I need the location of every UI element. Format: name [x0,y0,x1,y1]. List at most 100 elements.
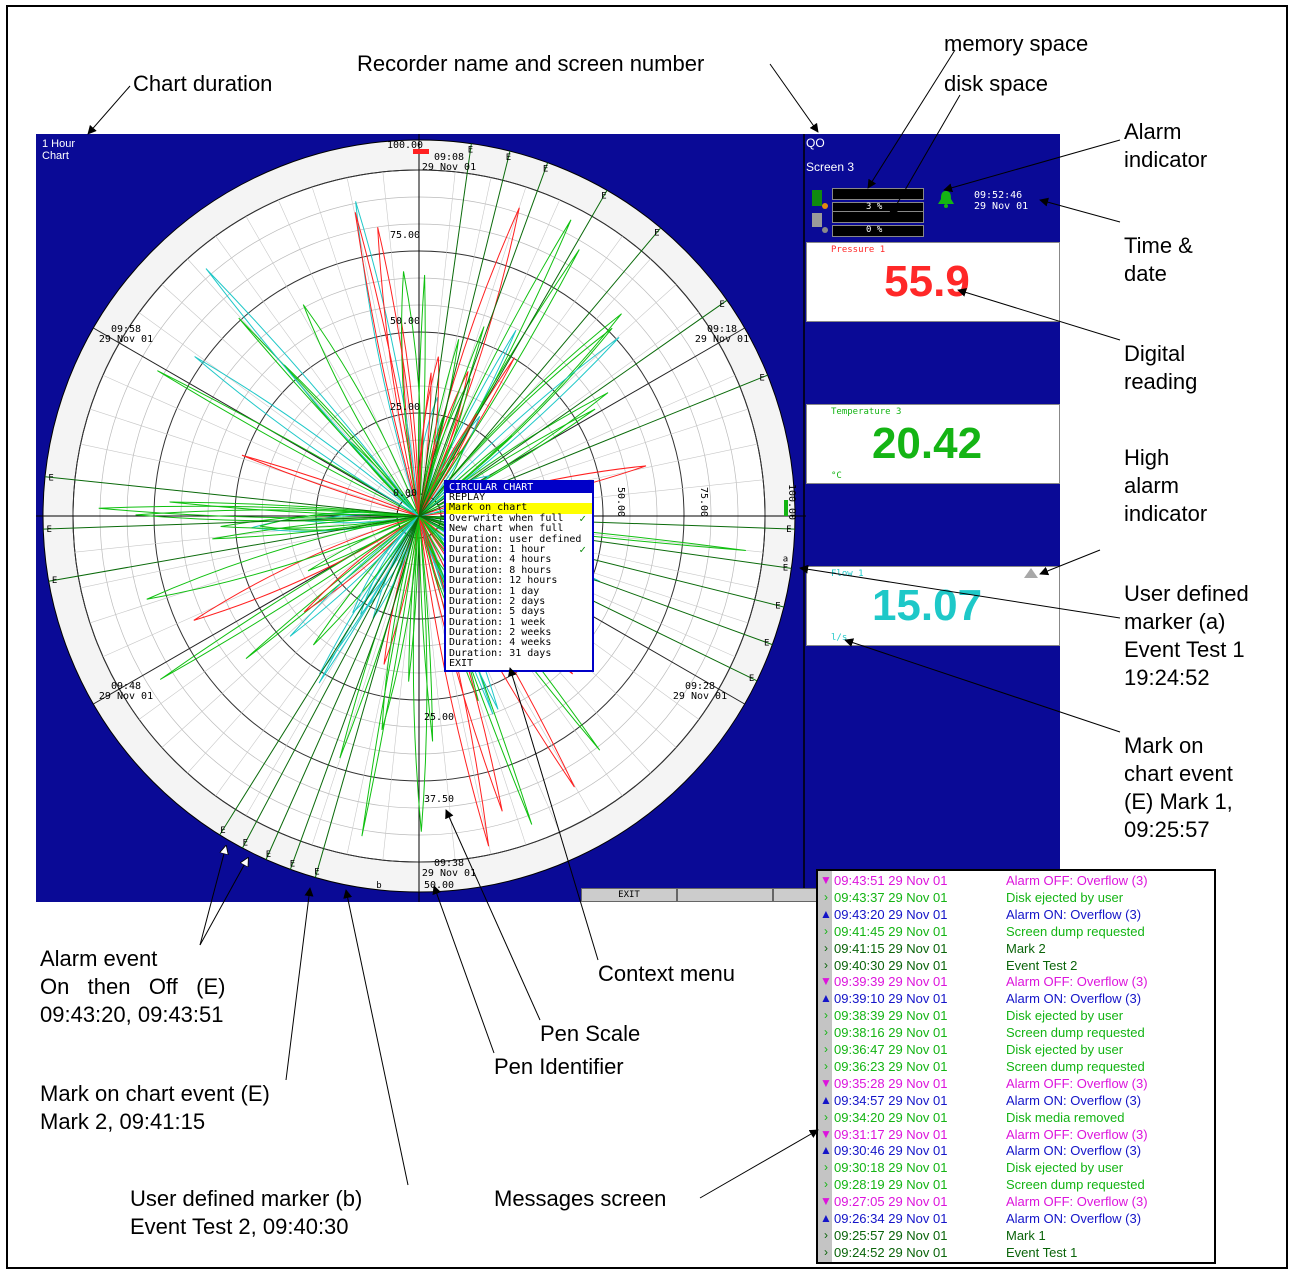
chart-radial [187,532,405,774]
callout-messages-screen: Messages screen [494,1186,667,1211]
message-text: Alarm OFF: Overflow (3) [1006,1126,1148,1142]
context-menu-item[interactable]: Duration: 8 hours [446,565,592,576]
digital-value: 20.42 [871,419,983,468]
chart-radial [421,537,456,861]
chart-radial [436,312,700,504]
chart-radial [433,258,651,500]
message-text: Alarm OFF: Overflow (3) [1006,1194,1148,1210]
message-time: 09:25:57 29 Nov 01 [834,1227,948,1243]
pen-trace [307,515,420,572]
message-icon: › [824,1227,828,1242]
screen-number: Screen 3 [806,160,855,174]
context-menu-item[interactable]: Duration: 1 hour ✓ [446,542,592,556]
menu-item-label: EXIT [449,658,474,670]
pen-trace [418,356,440,517]
pen-trace [377,227,420,517]
event-line [418,162,549,517]
event-marker: E [47,525,52,535]
context-menu-item[interactable]: Duration: 1 day [446,586,592,597]
chart-radial [138,528,402,720]
message-text: Alarm OFF: Overflow (3) [1006,974,1148,990]
message-time: 09:43:37 29 Nov 01 [834,889,948,905]
context-menu-item[interactable]: New chart when full [446,523,592,534]
pen-trace [352,515,420,614]
message-icon: › [824,1109,828,1124]
event-line [265,515,420,860]
date-label: 29 Nov 01 [99,334,153,345]
alarm-off-icon: ▼ [820,1194,832,1209]
menu-item-label: Overwrite when full [449,512,564,524]
menu-item-label: Duration: 12 hours [449,575,558,587]
event-line [418,151,511,517]
digital-unit: °C [831,471,842,481]
softkey-blank[interactable] [677,888,773,902]
chart-radial [161,284,403,502]
pen-trace [381,515,420,731]
event-marker: E [314,868,319,878]
chart-radial [382,171,417,495]
context-menu-item[interactable]: Mark on chart [446,503,592,514]
message-icon: › [824,1042,828,1056]
context-menu-item[interactable]: Duration: 31 days [446,648,592,659]
context-menu-item[interactable]: Overwrite when full ✓ [446,512,592,524]
event-marker: E [290,860,295,870]
event-marker: E [759,373,764,383]
message-icon: › [824,889,828,904]
user-marker-b: b [376,881,381,891]
message-time: 09:31:17 29 Nov 01 [834,1126,948,1142]
bell-icon[interactable] [936,190,956,208]
message-text: Screen dump requested [1006,1058,1145,1074]
message-time: 09:26:34 29 Nov 01 [834,1211,948,1226]
callout-user-marker-a: User defined marker (a) Event Test 1 19:24:… [1124,581,1249,690]
context-menu-item[interactable]: Duration: 4 weeks [446,638,592,648]
context-menu-item[interactable]: Duration: 2 weeks [446,627,592,638]
time-label: 09:58 [111,324,141,335]
context-menu-item[interactable]: EXIT [446,659,592,669]
message-time: 09:30:46 29 Nov 01 [834,1143,948,1159]
message-time: 09:27:05 29 Nov 01 [834,1194,948,1210]
messages-screen[interactable]: ▼ 09:43:51 29 Nov 01 Alarm OFF: Overflow (… [816,869,1216,1264]
scale-label: 75.00 [698,487,709,517]
scale-label: 50.00 [424,880,454,891]
exit-softkey[interactable]: EXIT [581,888,677,902]
event-marker: E [468,146,473,156]
context-menu[interactable]: CIRCULAR CHART REPLAY Mark on chart Overwr… [444,480,594,672]
context-menu-item[interactable]: Duration: 2 days [446,596,592,607]
pen-trace [238,317,420,517]
digital-panel-temperature[interactable]: Temperature 3 20.42 °C [806,404,1060,484]
context-menu-item[interactable]: Duration: 4 hours [446,555,592,565]
context-menu-item[interactable]: REPLAY [446,492,592,503]
memory-bar [832,188,924,200]
chart-radial [138,312,402,504]
event-marker: E [719,300,724,310]
circular-chart[interactable]: E E E E E E E E E E E E E E E E E E E Ea b 100.00 75.00 50.00 25… [36,134,806,902]
pen-trace [303,515,420,613]
alarm-on-icon: ▲ [820,991,832,1006]
message-text: Screen dump requested [1006,1025,1145,1041]
callout-recorder-name: Recorder name and screen number [357,51,705,76]
callout-time-date: Time & date [1124,233,1193,286]
chart-radial [421,171,456,495]
check-icon: ✓ [579,542,586,556]
alarm-on-icon: ▲ [820,906,832,921]
pen-identifier [413,149,429,154]
digital-panel-pressure[interactable]: Pressure 1 55.9 [806,242,1060,322]
pen-tag: Flow 1 [831,569,864,579]
clock-date: 29 Nov 01 [974,201,1029,212]
pen-trace [360,515,420,615]
context-menu-item[interactable]: Duration: 1 week [446,617,592,628]
disk-bar-pct [832,225,924,237]
pen-trace [418,475,491,517]
pen-trace [194,356,420,517]
context-menu-item[interactable]: Duration: user defined [446,534,592,545]
date-label: 29 Nov 01 [99,691,153,702]
event-marker: E [775,602,780,612]
context-menu-item[interactable]: Duration: 12 hours [446,575,592,587]
pen-trace [212,515,420,540]
context-menu-item[interactable]: Duration: 5 days [446,607,592,617]
recorder-name: QO [806,136,825,150]
chart-radial [245,216,409,498]
event-marker: E [48,473,53,483]
event-line [43,515,420,530]
digital-panel-flow[interactable]: Flow 1 15.07 l/s [806,566,1060,646]
